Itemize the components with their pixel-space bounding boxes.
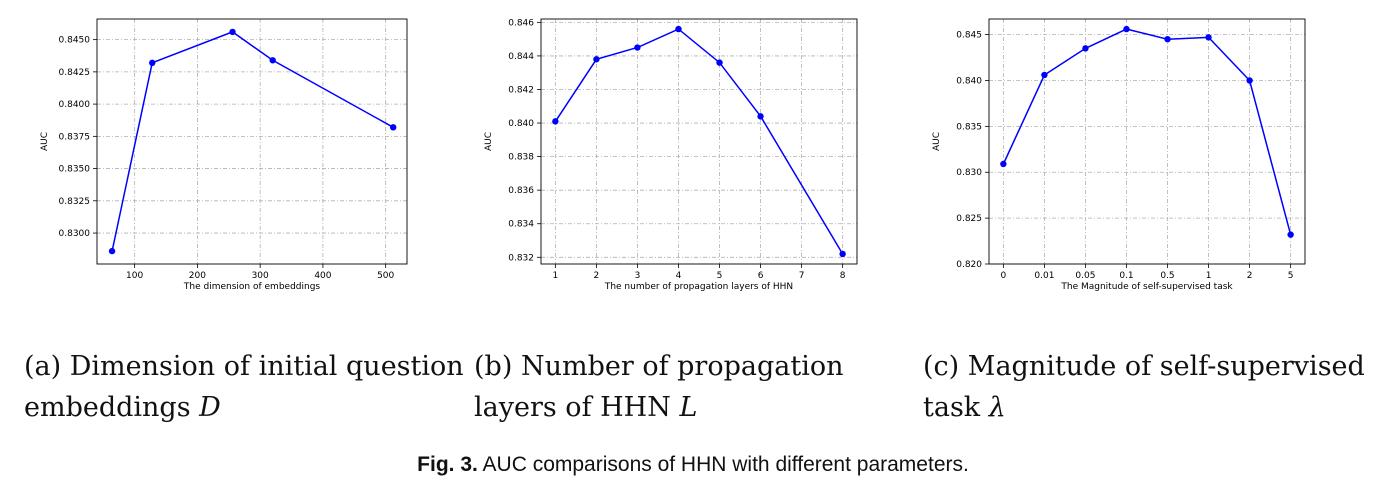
y-tick-label: 0.8400 (59, 100, 91, 110)
y-tick-label: 0.845 (956, 31, 982, 41)
x-tick-label: 2 (594, 271, 600, 281)
data-point (552, 118, 559, 125)
data-point (757, 113, 764, 120)
x-tick-label: 400 (314, 271, 331, 281)
data-point (149, 59, 156, 67)
x-tick-label: 0.01 (1034, 271, 1054, 281)
subcaption-a-var: D (199, 392, 221, 423)
y-tick-label: 0.8425 (59, 68, 91, 78)
plot-frame (540, 18, 858, 265)
data-point (108, 247, 116, 255)
y-tick-label: 0.835 (956, 122, 982, 132)
x-tick-label: 500 (377, 271, 394, 281)
x-tick-label: 0.5 (1160, 271, 1174, 281)
figure-caption-text: AUC comparisons of HHN with different pa… (482, 453, 969, 476)
data-point (1000, 160, 1007, 168)
data-point (1246, 77, 1253, 84)
x-tick-label: 1 (1206, 271, 1212, 281)
subcaption-a: (a) Dimension of initial question embedd… (24, 346, 474, 428)
data-point (1041, 71, 1048, 79)
x-tick-label: 8 (840, 271, 846, 281)
subcaption-a-text: Dimension of initial question embeddings (24, 351, 464, 423)
data-point (269, 57, 276, 64)
series-line (554, 28, 844, 255)
x-tick-label: 1 (552, 271, 558, 281)
y-tick-label: 0.836 (508, 186, 534, 196)
data-point (1205, 34, 1212, 41)
plot-frame (96, 18, 408, 265)
subcaption-c-label: (c) (923, 351, 960, 382)
x-tick-label: 0.1 (1119, 271, 1133, 281)
data-point (1164, 35, 1171, 43)
data-point (1123, 25, 1130, 33)
x-tick-label: 2 (1247, 271, 1253, 281)
y-tick-label: 0.844 (508, 52, 534, 62)
y-tick-label: 0.8300 (59, 229, 91, 239)
y-tick-label: 0.838 (508, 153, 534, 163)
figure-caption-label: Fig. 3. (417, 453, 478, 476)
subcaption-c-var: λ (988, 392, 1006, 423)
y-axis-label: AUC (484, 132, 494, 151)
y-tick-label: 0.840 (508, 119, 534, 129)
chart-3: 0 0.01 0.05 0.1 0.5 1 2 5 0.820 0.825 0.830 0.835 0.… (932, 18, 1306, 292)
y-tick-label: 0.8325 (59, 197, 91, 207)
data-point (675, 25, 682, 33)
series-line (1002, 28, 1292, 235)
plot-frame (988, 18, 1306, 265)
subcaption-b-var: L (679, 392, 698, 423)
data-point (389, 124, 397, 131)
x-tick-label: 100 (126, 271, 143, 281)
x-axis-label: The number of propagation layers of HHN (604, 282, 793, 292)
x-tick-label: 200 (189, 271, 206, 281)
y-axis-label: AUC (932, 132, 942, 151)
figure-charts: 100 200 300 400 5000.83000.83250.83500.83750… (40, 18, 1306, 292)
x-tick-label: 0 (1000, 271, 1006, 281)
subcaption-b: (b) Number of propagation layers of HHN … (474, 346, 919, 428)
data-point (716, 59, 723, 66)
x-tick-label: 3 (635, 271, 641, 281)
y-tick-label: 0.820 (956, 260, 982, 270)
x-tick-label: 5 (717, 271, 723, 281)
figure-caption: Fig. 3. AUC comparisons of HHN with diff… (0, 453, 1386, 477)
y-tick-label: 0.825 (956, 214, 982, 224)
y-axis-label: AUC (40, 132, 50, 151)
y-tick-label: 0.8375 (59, 132, 91, 142)
chart-2: 1 2 3 4 5 6 7 8 0.832 0.834 0.836 0.838 0.840 0.842 0.… (484, 18, 858, 292)
subcaption-a-label: (a) (24, 351, 62, 382)
y-tick-label: 0.834 (508, 220, 534, 230)
data-point (1287, 231, 1294, 238)
x-tick-label: 4 (676, 271, 682, 281)
x-tick-label: 7 (799, 271, 805, 281)
x-axis-label: The dimension of embeddings (183, 282, 321, 292)
data-point (1082, 45, 1089, 52)
data-point (229, 28, 236, 36)
y-tick-label: 0.8450 (59, 36, 91, 46)
subcaption-b-text: Number of propagation layers of HHN (474, 351, 844, 423)
y-tick-label: 0.830 (956, 168, 982, 178)
data-point (634, 44, 641, 51)
y-tick-label: 0.8350 (59, 165, 91, 175)
chart-1: 100 200 300 400 500 0.8300 0.8325 0.8350 0.8375 0… (40, 18, 408, 292)
x-tick-label: 5 (1288, 271, 1294, 281)
y-tick-label: 0.832 (508, 253, 534, 263)
subcaption-c: (c) Magnitude of self-supervised task λ (923, 346, 1373, 428)
y-tick-label: 0.840 (956, 76, 982, 86)
x-tick-label: 0.05 (1075, 271, 1095, 281)
data-point (839, 250, 846, 258)
x-tick-label: 300 (252, 271, 269, 281)
x-tick-label: 6 (758, 271, 764, 281)
y-tick-label: 0.842 (508, 85, 534, 95)
subcaption-b-label: (b) (474, 351, 513, 382)
data-point (593, 56, 600, 63)
x-axis-label: The Magnitude of self-supervised task (1060, 282, 1233, 292)
subcaption-c-text: Magnitude of self-supervised task (923, 351, 1365, 423)
y-tick-label: 0.846 (508, 18, 534, 28)
